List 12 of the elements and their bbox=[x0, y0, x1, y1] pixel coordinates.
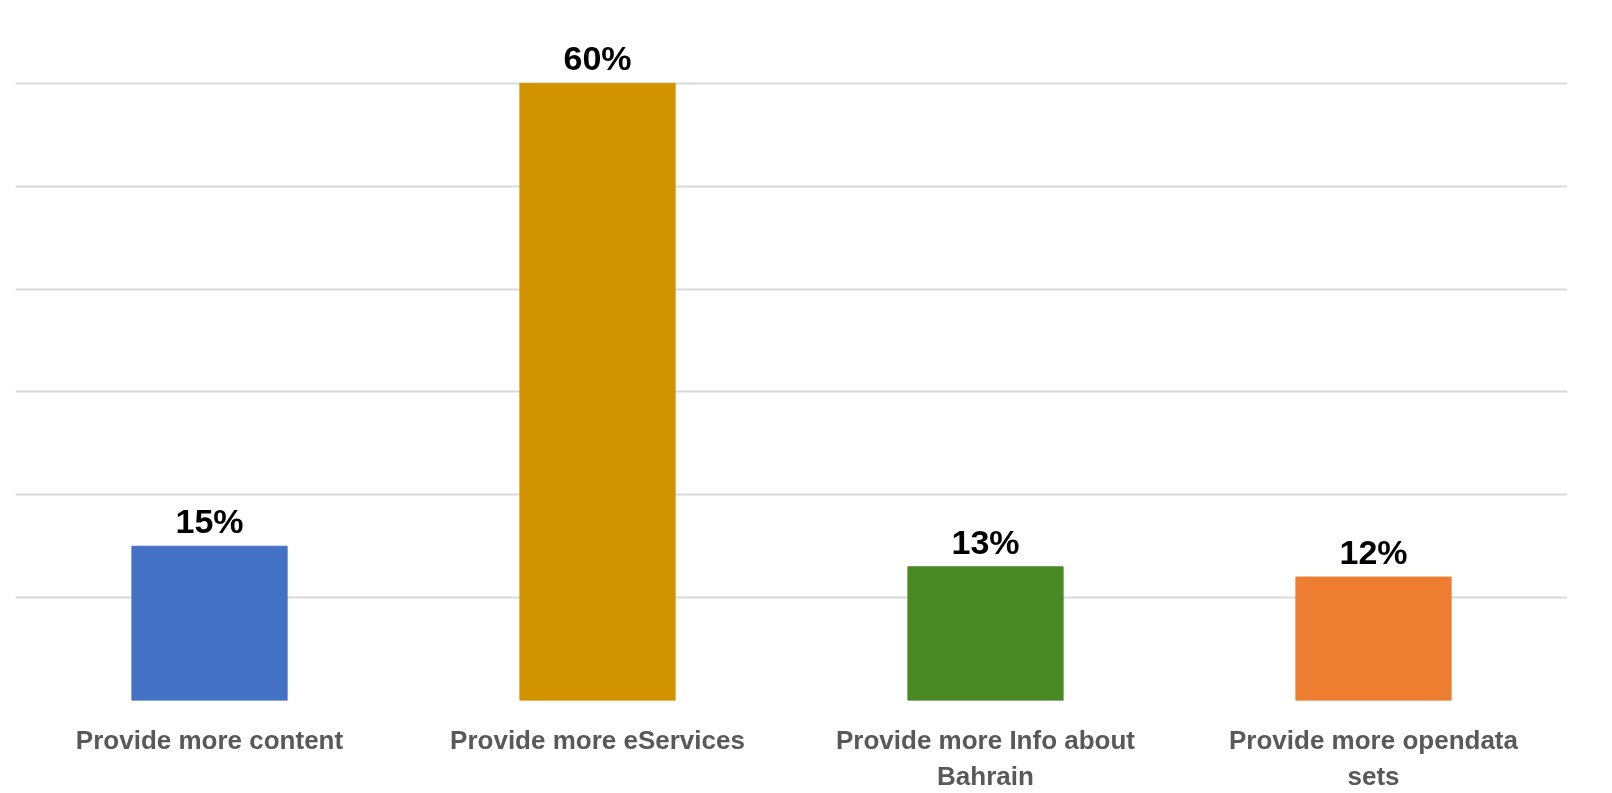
x-tick-label: Provide more content bbox=[75, 724, 344, 755]
bar bbox=[907, 566, 1064, 701]
bar bbox=[519, 82, 676, 701]
x-tick-label: Provide more eServices bbox=[450, 724, 745, 755]
data-label: 15% bbox=[175, 502, 244, 541]
bar bbox=[1295, 576, 1452, 701]
x-tick-label: Provide more opendata sets bbox=[1229, 724, 1519, 791]
data-label: 12% bbox=[1339, 533, 1408, 572]
data-label: 13% bbox=[951, 522, 1020, 561]
data-label: 60% bbox=[563, 39, 632, 78]
x-tick-label: Provide more Info about Bahrain bbox=[835, 724, 1136, 791]
bar bbox=[131, 545, 288, 701]
